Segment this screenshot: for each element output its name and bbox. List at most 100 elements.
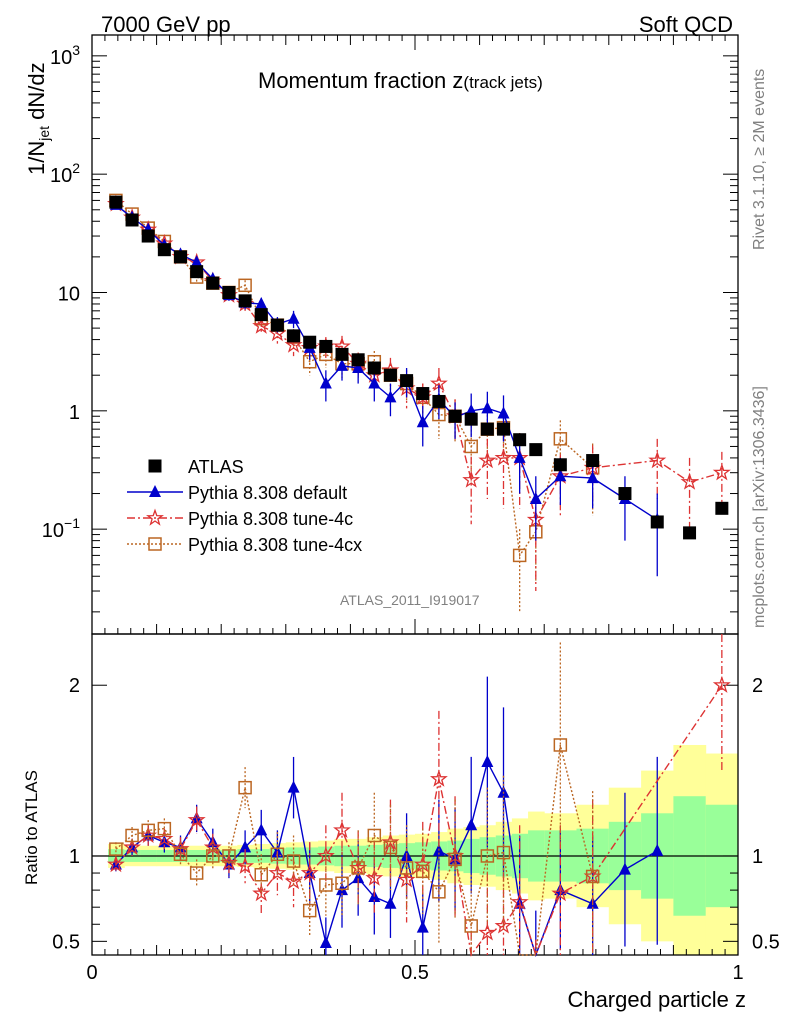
triangle-marker: [336, 358, 349, 371]
triangle-marker: [368, 376, 381, 389]
star-marker: [333, 820, 351, 838]
square-marker: [190, 265, 204, 279]
star-marker: [413, 854, 432, 873]
plot-title: Momentum fraction z(track jets): [258, 68, 543, 93]
star-marker: [712, 463, 731, 481]
square-marker: [254, 308, 268, 322]
square-marker: [448, 409, 462, 423]
square-marker: [148, 459, 162, 473]
triangle-marker: [287, 311, 300, 324]
ratio-ytick-label-right: 0.5: [752, 931, 780, 953]
main-ytick-label: 1: [69, 402, 80, 424]
square-marker: [174, 250, 188, 264]
main-ytick-label: 103: [50, 42, 80, 69]
star-marker: [551, 883, 570, 902]
star-marker: [365, 868, 384, 886]
xtick-label: 1: [732, 962, 743, 984]
open-square-marker: [238, 278, 252, 293]
open-square-marker: [464, 919, 478, 933]
triangle-marker: [319, 936, 332, 949]
triangle-marker: [239, 840, 252, 853]
header-right: Soft QCD: [639, 12, 733, 37]
open-square-marker: [367, 828, 382, 843]
square-marker: [683, 526, 697, 540]
triangle-marker: [481, 755, 494, 768]
plot-title-main: Momentum fraction z: [258, 68, 463, 93]
open-square-marker: [254, 868, 269, 882]
open-square-marker: [148, 537, 162, 551]
square-marker: [416, 387, 430, 401]
square-marker: [367, 361, 381, 375]
main-ylabel: 1/Njet dN/dz: [24, 62, 52, 175]
open-square-marker: [125, 828, 139, 843]
main-series-atlas: [109, 195, 729, 540]
square-marker: [157, 243, 171, 257]
triangle-marker: [554, 469, 567, 482]
ratio-ylabel: Ratio to ATLAS: [22, 770, 41, 885]
open-square-marker: [553, 432, 568, 446]
square-marker: [303, 335, 317, 349]
square-marker: [287, 329, 301, 343]
open-square-marker: [464, 439, 478, 454]
rivet-label: Rivet 3.1.10, ≥ 2M events: [751, 69, 768, 250]
open-square-marker: [206, 849, 220, 863]
square-marker: [270, 318, 284, 332]
triangle-marker: [416, 415, 429, 428]
triangle-marker: [190, 255, 203, 268]
star-marker: [187, 810, 206, 828]
ratio-ytick-label: 0.5: [52, 931, 80, 953]
star-marker: [155, 829, 174, 847]
square-marker: [222, 285, 236, 299]
square-marker: [125, 213, 139, 227]
star-marker: [268, 863, 287, 881]
legend: ATLAS Pythia 8.308 default Pythia 8.308 tu…: [127, 457, 362, 555]
star-marker: [106, 855, 125, 873]
square-marker: [513, 433, 527, 447]
open-square-marker: [141, 823, 155, 838]
square-marker: [400, 374, 414, 388]
open-square-marker: [157, 821, 172, 836]
xtick-label: 0.5: [401, 962, 429, 984]
star-marker: [252, 316, 271, 334]
open-square-marker: [109, 842, 123, 856]
legend-label: Pythia 8.308 tune-4cx: [188, 535, 362, 555]
open-square-marker: [319, 878, 333, 892]
main-ytick-label: 10−1: [42, 515, 80, 542]
star-marker: [648, 450, 667, 469]
triangle-marker: [287, 780, 300, 793]
triangle-marker: [319, 376, 332, 389]
triangle-marker: [529, 491, 542, 504]
ratio-series-2: [109, 642, 600, 956]
xtick-label: 0: [86, 962, 97, 984]
square-marker: [553, 458, 567, 472]
star-marker: [146, 508, 164, 526]
star-marker: [478, 923, 497, 941]
open-square-marker: [286, 854, 301, 868]
open-square-marker: [399, 861, 414, 875]
triangle-marker: [481, 401, 494, 414]
star-marker: [236, 856, 255, 874]
square-marker: [529, 443, 543, 457]
triangle-marker: [497, 406, 510, 419]
square-marker: [464, 412, 478, 426]
triangle-marker: [618, 862, 631, 875]
square-marker: [206, 276, 220, 290]
star-marker: [680, 472, 699, 490]
header-left: 7000 GeV pp: [101, 12, 231, 37]
triangle-marker: [255, 296, 268, 309]
triangle-marker: [554, 883, 567, 896]
open-square-marker: [302, 903, 317, 918]
triangle-marker: [352, 361, 365, 374]
open-square-marker: [553, 738, 568, 752]
square-marker: [586, 454, 600, 468]
open-square-marker: [383, 840, 398, 855]
star-marker: [462, 470, 481, 488]
square-marker: [432, 394, 446, 408]
square-marker: [715, 501, 729, 515]
open-square-marker: [351, 861, 365, 875]
ratio-ytick-label-right: 2: [752, 675, 763, 697]
star-marker: [494, 448, 513, 466]
ratio-ytick-label: 2: [69, 675, 80, 697]
legend-label: Pythia 8.308 tune-4c: [188, 509, 353, 529]
open-square-marker: [585, 869, 600, 884]
